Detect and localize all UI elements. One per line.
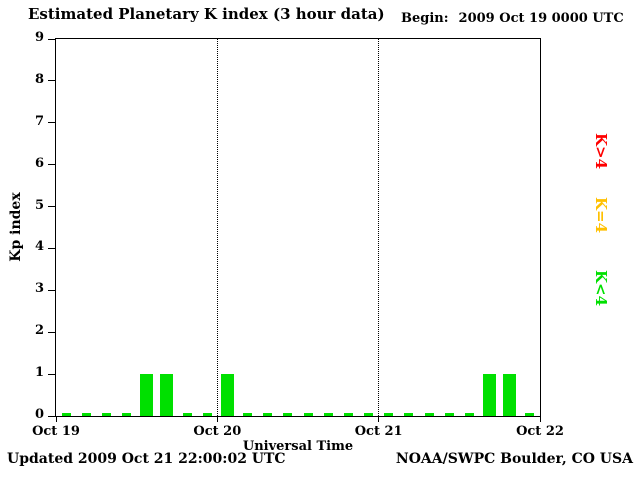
kp-bar bbox=[364, 413, 374, 416]
x-tick-mark bbox=[378, 416, 380, 422]
y-tick-label: 6 bbox=[34, 155, 44, 171]
y-tick-mark bbox=[48, 373, 55, 375]
y-tick-mark bbox=[48, 122, 55, 124]
y-tick-mark bbox=[48, 80, 55, 82]
kp-bar bbox=[283, 413, 293, 416]
y-tick-mark bbox=[48, 331, 55, 333]
x-axis-label: Universal Time bbox=[242, 439, 354, 454]
kp-bar bbox=[503, 374, 517, 416]
y-axis-label: Kp index bbox=[8, 192, 24, 262]
y-tick-mark bbox=[48, 247, 55, 249]
y-tick-mark bbox=[48, 164, 55, 166]
x-tick-label: Oct 19 bbox=[32, 424, 80, 439]
legend-label: K=4 bbox=[592, 196, 610, 234]
y-tick-mark bbox=[48, 206, 55, 208]
kp-bar bbox=[404, 413, 414, 416]
kp-bar bbox=[182, 413, 192, 416]
updated-timestamp: Updated 2009 Oct 21 22:00:02 UTC bbox=[7, 451, 286, 467]
kp-bar bbox=[483, 374, 497, 416]
kp-bar bbox=[444, 413, 454, 416]
kp-bar bbox=[424, 413, 434, 416]
x-tick-label: Oct 20 bbox=[193, 424, 242, 439]
y-tick-label: 8 bbox=[34, 71, 44, 87]
kp-bar bbox=[81, 413, 91, 416]
y-tick-mark bbox=[48, 415, 55, 417]
kp-bar bbox=[384, 413, 394, 416]
kp-bar bbox=[140, 374, 154, 416]
legend-label: K>4 bbox=[592, 132, 610, 170]
y-tick-label: 5 bbox=[34, 197, 44, 213]
x-tick-mark bbox=[539, 416, 541, 422]
x-tick-mark bbox=[55, 416, 57, 422]
kp-bar bbox=[303, 413, 313, 416]
begin-value: 2009 Oct 19 0000 UTC bbox=[458, 11, 624, 26]
source-credit: NOAA/SWPC Boulder, CO USA bbox=[395, 451, 633, 467]
y-tick-label: 3 bbox=[34, 281, 44, 297]
begin-timestamp: Begin: 2009 Oct 19 0000 UTC bbox=[401, 11, 624, 26]
kp-bar bbox=[101, 413, 111, 416]
kp-bar bbox=[263, 413, 273, 416]
kp-bar bbox=[464, 413, 474, 416]
y-tick-label: 9 bbox=[34, 30, 44, 45]
chart-title: Estimated Planetary K index (3 hour data… bbox=[28, 5, 385, 23]
kp-bar bbox=[323, 413, 333, 416]
y-tick-label: 7 bbox=[34, 113, 44, 129]
kp-bar bbox=[61, 413, 71, 416]
y-tick-mark bbox=[48, 289, 55, 291]
kp-bar bbox=[202, 413, 212, 416]
legend-label: K<4 bbox=[592, 269, 610, 307]
x-tick-label: Oct 22 bbox=[516, 424, 564, 439]
y-tick-label: 2 bbox=[34, 323, 44, 339]
y-tick-label: 4 bbox=[34, 239, 44, 255]
plot-area bbox=[55, 38, 541, 417]
x-tick-mark bbox=[216, 416, 218, 422]
day-gridline bbox=[378, 39, 380, 416]
kp-bar bbox=[525, 413, 535, 416]
y-tick-label: 1 bbox=[34, 365, 44, 381]
x-tick-label: Oct 21 bbox=[354, 424, 403, 439]
kp-bar bbox=[160, 374, 174, 416]
begin-label: Begin: bbox=[401, 11, 449, 26]
kp-bar bbox=[122, 413, 132, 416]
y-tick-label: 0 bbox=[34, 407, 44, 422]
y-tick-mark bbox=[48, 38, 55, 40]
kp-bar bbox=[220, 374, 234, 416]
kp-bar bbox=[243, 413, 253, 416]
kp-bar bbox=[343, 413, 353, 416]
day-gridline bbox=[216, 39, 218, 416]
